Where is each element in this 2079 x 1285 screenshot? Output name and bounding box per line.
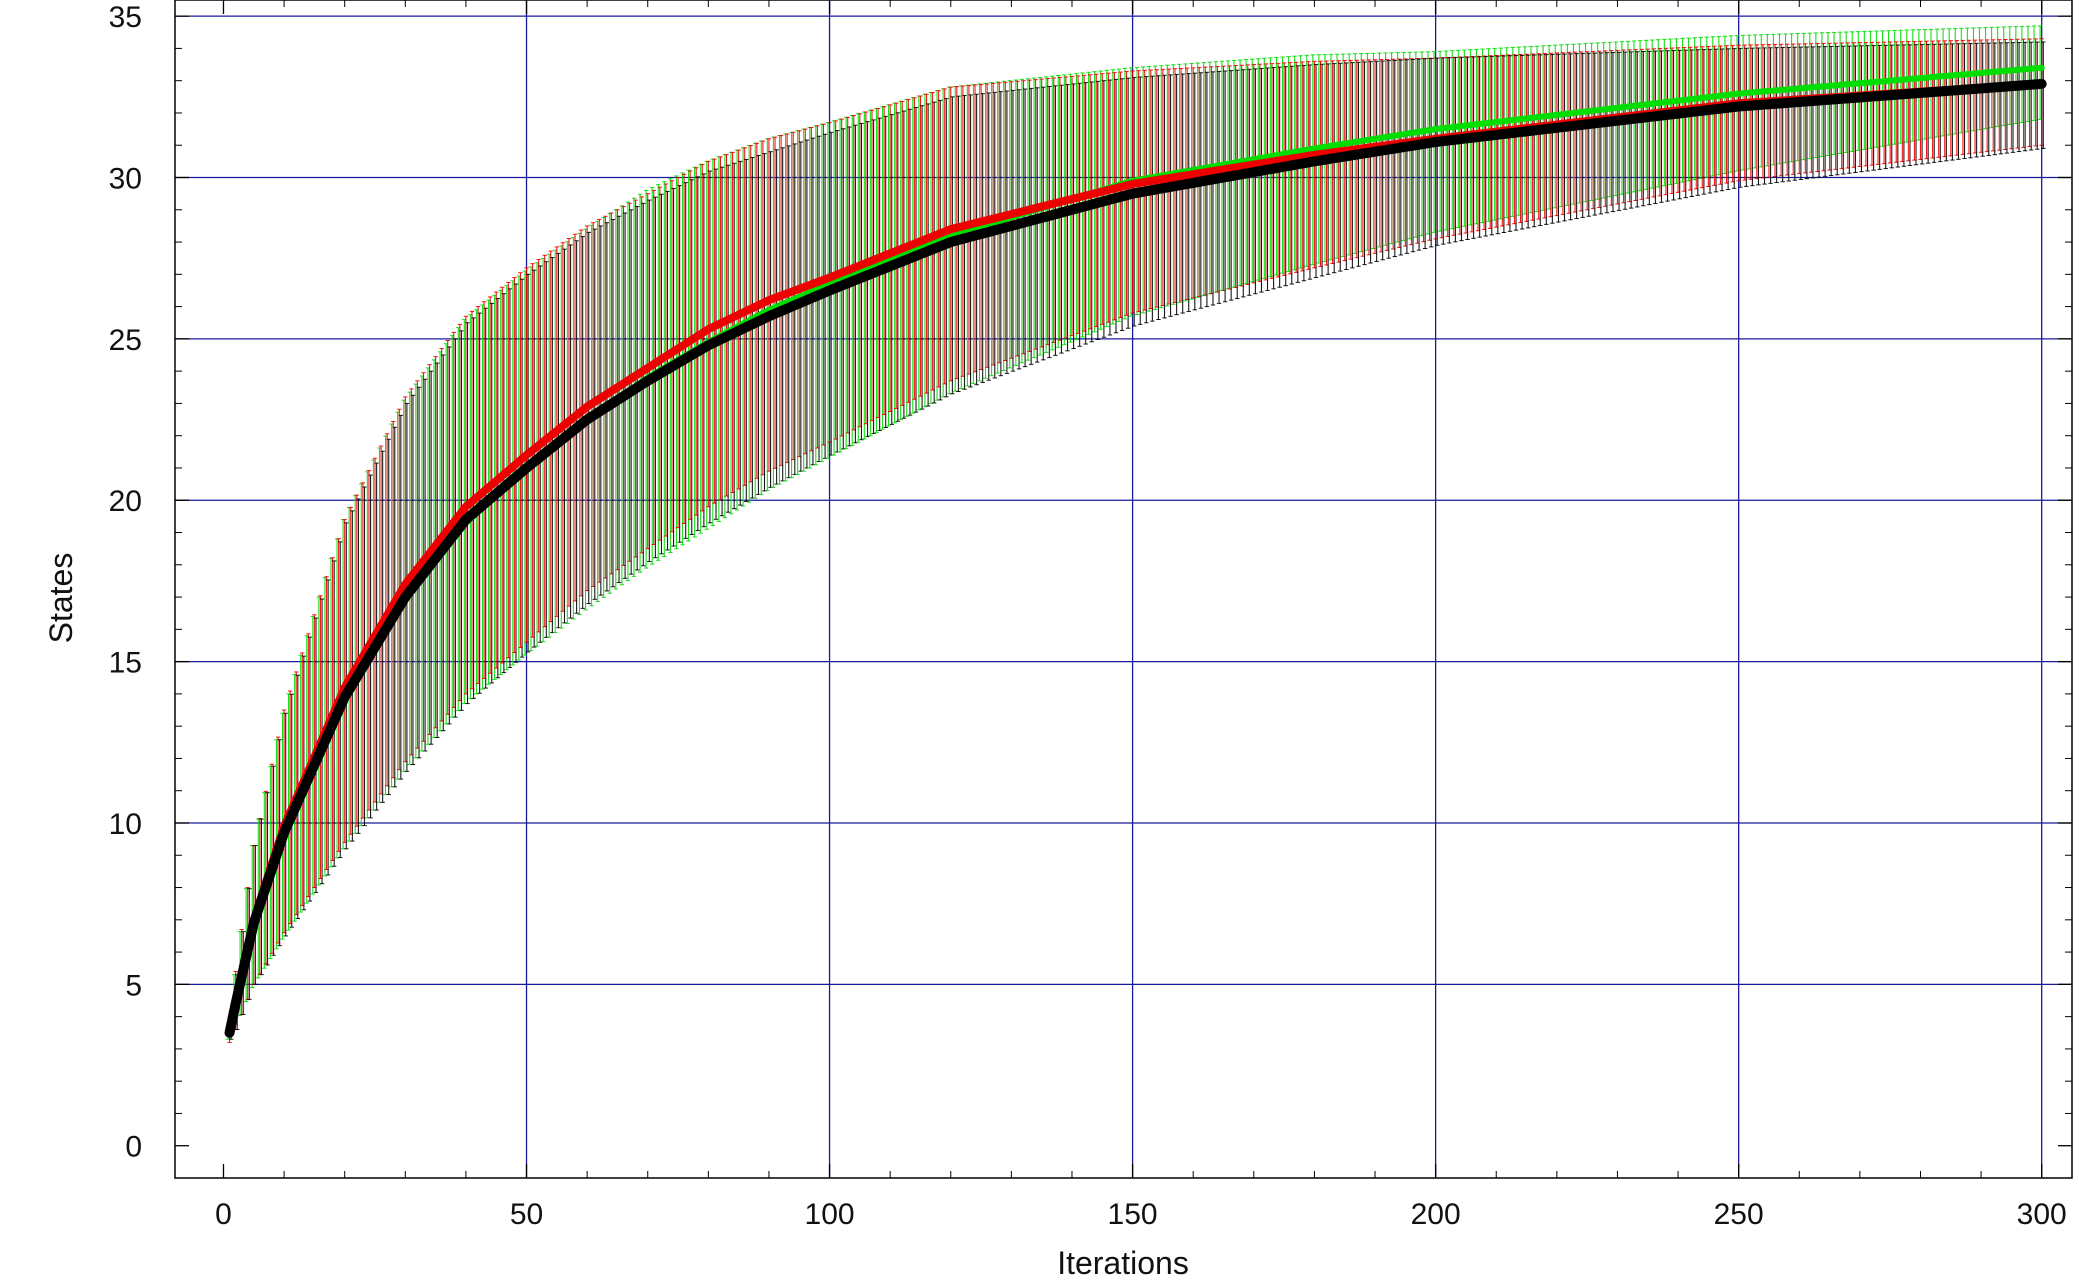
series-line: [225, 79, 2046, 1037]
series-lines: [224, 64, 2047, 1038]
gridlines: [175, 0, 2072, 1178]
series-line: [224, 78, 2047, 1038]
y-tick-labels: 0 5 10 15 20 25 30 35: [109, 1, 142, 1164]
x-tick-label: 150: [1108, 1198, 1158, 1231]
x-tick-label: 250: [1714, 1198, 1764, 1231]
y-tick-label: 30: [109, 163, 142, 196]
x-tick-label: 100: [805, 1198, 855, 1231]
y-tick-label: 0: [125, 1131, 142, 1164]
x-tick-label: 0: [215, 1198, 232, 1231]
y-tick-label: 15: [109, 647, 142, 680]
plot-frame: [174, 0, 2073, 1179]
y-tick-label: 10: [109, 808, 142, 841]
x-tick-label: 50: [510, 1198, 543, 1231]
y-tick-label: 20: [109, 485, 142, 518]
y-axis-label: States: [43, 553, 79, 644]
y-tick-label: 5: [125, 969, 142, 1002]
x-tick-label: 300: [2017, 1198, 2067, 1231]
y-tick-label: 25: [109, 324, 142, 357]
series-line: [226, 64, 2045, 1036]
x-tick-labels: 0 50 100 150 200 250 300: [215, 1198, 2067, 1231]
x-tick-label: 200: [1411, 1198, 1461, 1231]
ticks: [175, 0, 2072, 1178]
y-tick-label: 35: [109, 1, 142, 34]
x-axis-label: Iterations: [1057, 1245, 1189, 1281]
